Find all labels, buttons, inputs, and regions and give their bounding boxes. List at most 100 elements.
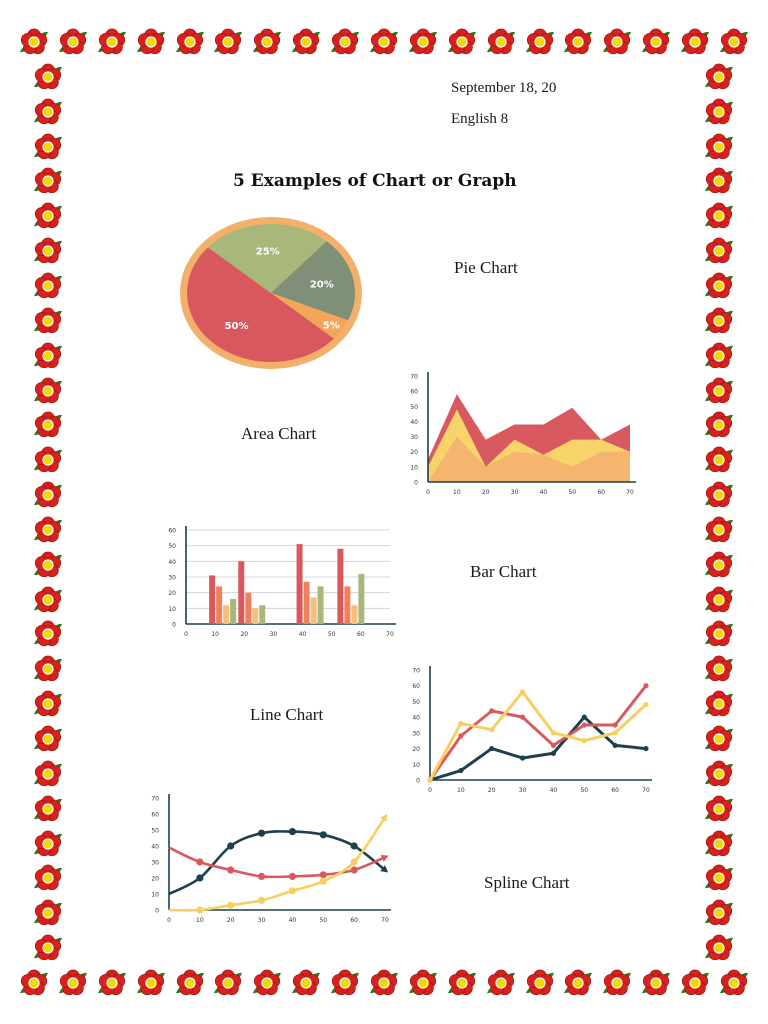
flower-center xyxy=(418,978,428,988)
line-point xyxy=(458,767,464,774)
flower-center xyxy=(457,37,467,47)
y-tick-label: 0 xyxy=(155,908,159,915)
red-flower-icon xyxy=(253,28,281,55)
y-tick-label: 70 xyxy=(412,668,420,675)
x-tick-label: 70 xyxy=(642,787,650,794)
flower-center xyxy=(262,37,272,47)
line-chart: 0 10 20 30 40 50 60 70 0 10 20 30 40 50 60 70 xyxy=(412,666,652,794)
y-tick-label: 40 xyxy=(151,844,159,851)
red-flower-icon xyxy=(705,899,733,926)
bar xyxy=(259,605,266,624)
x-tick-label: 0 xyxy=(167,917,171,924)
red-flower-icon xyxy=(705,377,733,404)
flower-center xyxy=(185,978,195,988)
pie-slice-label: 50% xyxy=(225,321,249,332)
flower-center xyxy=(43,873,53,883)
flower-center xyxy=(43,386,53,396)
flower-center xyxy=(185,37,195,47)
flower-center xyxy=(43,699,53,709)
flower-center xyxy=(43,176,53,186)
x-tick-label: 70 xyxy=(386,631,394,638)
flower-center xyxy=(714,176,724,186)
flower-center xyxy=(43,664,53,674)
line-chart-label: Line Chart xyxy=(250,705,324,724)
flower-center xyxy=(573,37,583,47)
red-flower-icon xyxy=(705,690,733,717)
y-tick-label: 50 xyxy=(412,699,420,706)
area-chart-label: Area Chart xyxy=(241,424,317,443)
spline-arrowhead xyxy=(380,813,388,822)
red-flower-icon xyxy=(720,28,748,55)
bar xyxy=(296,544,303,624)
y-tick-label: 20 xyxy=(151,876,159,883)
line-point xyxy=(489,745,495,752)
y-tick-label: 30 xyxy=(412,730,420,737)
flower-center xyxy=(43,142,53,152)
red-flower-icon xyxy=(98,969,126,996)
flower-center xyxy=(535,37,545,47)
red-flower-icon xyxy=(705,864,733,891)
red-flower-icon xyxy=(34,586,62,613)
flower-center xyxy=(107,37,117,47)
spline-point xyxy=(257,896,266,904)
flower-center xyxy=(340,978,350,988)
x-tick-label: 20 xyxy=(482,489,490,496)
red-flower-icon xyxy=(705,934,733,961)
line-point xyxy=(612,722,618,728)
line-point xyxy=(489,727,495,733)
pie-chart: 50% 25% 20% 5% xyxy=(180,217,362,369)
red-flower-icon xyxy=(34,864,62,891)
bar xyxy=(351,605,358,624)
flower-center xyxy=(43,281,53,291)
x-tick-label: 20 xyxy=(488,787,496,794)
red-flower-icon xyxy=(705,551,733,578)
line-point xyxy=(581,714,587,720)
x-tick-label: 0 xyxy=(184,631,188,638)
red-flower-icon xyxy=(34,516,62,543)
x-tick-label: 10 xyxy=(196,917,204,924)
flower-center xyxy=(690,978,700,988)
y-tick-label: 50 xyxy=(410,404,418,411)
red-flower-icon xyxy=(487,969,515,996)
y-tick-label: 40 xyxy=(168,559,176,566)
spline-point xyxy=(196,874,204,882)
line-point xyxy=(458,733,464,739)
x-tick-label: 40 xyxy=(289,917,297,924)
x-tick-label: 40 xyxy=(299,631,307,638)
flower-center xyxy=(146,37,156,47)
red-flower-icon xyxy=(253,969,281,996)
flower-center xyxy=(223,37,233,47)
red-flower-icon xyxy=(642,969,670,996)
red-flower-icon xyxy=(34,411,62,438)
line-point xyxy=(519,714,526,720)
bar-chart-label: Bar Chart xyxy=(470,562,537,581)
red-flower-icon xyxy=(292,969,320,996)
flower-center xyxy=(714,804,724,814)
red-flower-icon xyxy=(448,969,476,996)
y-tick-label: 30 xyxy=(168,575,176,582)
flower-center xyxy=(43,629,53,639)
red-flower-icon xyxy=(34,272,62,299)
spline-point xyxy=(350,842,358,850)
flower-center xyxy=(379,978,389,988)
flower-center xyxy=(651,37,661,47)
flower-center xyxy=(43,316,53,326)
flower-center xyxy=(714,351,724,361)
line-point xyxy=(458,720,464,727)
flower-center xyxy=(43,943,53,953)
flower-center xyxy=(43,560,53,570)
x-tick-label: 70 xyxy=(626,489,634,496)
y-tick-label: 30 xyxy=(151,860,159,867)
line-point xyxy=(550,742,557,749)
red-flower-icon xyxy=(603,969,631,996)
red-flower-icon xyxy=(705,272,733,299)
red-flower-icon xyxy=(176,969,204,996)
y-tick-label: 0 xyxy=(172,622,176,629)
flower-center xyxy=(729,37,739,47)
flower-center xyxy=(107,978,117,988)
red-flower-icon xyxy=(34,98,62,125)
pie-slice xyxy=(207,224,327,293)
flower-center xyxy=(714,664,724,674)
red-flower-icon xyxy=(705,830,733,857)
bar xyxy=(303,581,310,624)
